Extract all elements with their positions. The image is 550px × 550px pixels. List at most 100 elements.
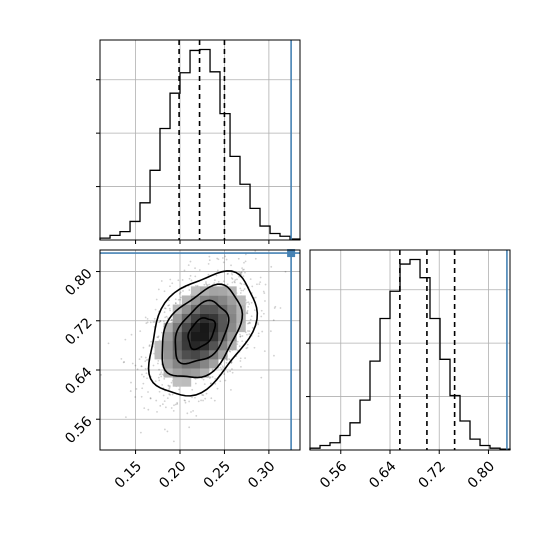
sample-point bbox=[167, 304, 170, 307]
sample-point bbox=[261, 330, 264, 333]
sample-point bbox=[206, 284, 209, 287]
sample-point bbox=[188, 277, 191, 280]
sample-point bbox=[245, 312, 248, 315]
sample-point bbox=[230, 277, 233, 279]
sample-point bbox=[244, 271, 246, 274]
density-cell bbox=[227, 304, 237, 314]
density-cell bbox=[227, 295, 237, 305]
sample-point bbox=[159, 320, 162, 323]
sample-point bbox=[178, 292, 181, 295]
joint-density-panel: 0.15 0.20 0.25 0.30 0.56 0.64 0.72 0.80 bbox=[62, 249, 301, 492]
sample-point bbox=[141, 373, 143, 376]
sample-point bbox=[153, 321, 156, 323]
sample-point bbox=[183, 399, 186, 402]
density-cell bbox=[190, 331, 201, 342]
sample-point bbox=[152, 321, 155, 323]
sample-point bbox=[179, 291, 182, 294]
sample-point bbox=[243, 261, 245, 264]
contour-level-1 bbox=[174, 299, 230, 365]
panel-frame bbox=[309, 249, 511, 451]
sample-point bbox=[213, 279, 216, 282]
density-cell bbox=[181, 295, 192, 305]
sample-point bbox=[211, 368, 214, 371]
sample-point bbox=[227, 272, 229, 275]
sample-point bbox=[166, 430, 169, 433]
sample-point bbox=[160, 371, 163, 374]
sample-point bbox=[248, 322, 250, 325]
sample-point bbox=[177, 298, 180, 301]
density-cell bbox=[200, 322, 210, 333]
histogram-step-1 bbox=[309, 258, 511, 450]
sample-point bbox=[246, 343, 249, 346]
sample-point bbox=[194, 377, 197, 380]
sample-point bbox=[250, 315, 253, 318]
sample-point bbox=[240, 271, 243, 274]
sample-point bbox=[259, 276, 262, 279]
sample-point bbox=[220, 368, 223, 370]
sample-point bbox=[248, 330, 251, 332]
sample-point bbox=[239, 333, 241, 336]
contour-level-0 bbox=[187, 317, 217, 351]
sample-point bbox=[139, 431, 142, 434]
sample-point bbox=[194, 284, 197, 287]
sample-point bbox=[240, 365, 242, 368]
sample-point bbox=[246, 346, 249, 349]
sample-point bbox=[244, 253, 247, 256]
sample-point bbox=[246, 333, 248, 336]
sample-point bbox=[239, 282, 242, 285]
sample-point bbox=[171, 282, 174, 285]
density-cell bbox=[154, 340, 164, 351]
density-cell bbox=[172, 377, 183, 387]
sample-point bbox=[168, 385, 170, 387]
sample-point bbox=[192, 409, 194, 412]
sample-point bbox=[247, 305, 250, 308]
sample-point bbox=[157, 362, 159, 365]
sample-point bbox=[140, 365, 143, 368]
sample-point bbox=[231, 278, 234, 280]
sample-point bbox=[174, 298, 177, 301]
sample-point bbox=[144, 316, 147, 319]
sample-point bbox=[236, 349, 239, 352]
sample-point bbox=[248, 303, 251, 305]
density-cell bbox=[200, 304, 210, 314]
sample-point bbox=[140, 356, 143, 358]
sample-point bbox=[163, 400, 166, 403]
sample-point bbox=[230, 264, 232, 267]
sample-point bbox=[160, 373, 162, 375]
sample-point bbox=[258, 283, 261, 286]
density-cell bbox=[163, 350, 174, 360]
sample-point bbox=[168, 304, 171, 307]
sample-point bbox=[230, 272, 233, 274]
sample-point bbox=[169, 278, 172, 281]
density-cell bbox=[209, 331, 219, 342]
x-tick-label-0: 0.56 bbox=[317, 458, 350, 491]
sample-point bbox=[171, 318, 173, 321]
sample-point bbox=[174, 302, 177, 305]
sample-point bbox=[135, 388, 138, 390]
sample-point bbox=[219, 366, 222, 369]
sample-point bbox=[225, 258, 228, 261]
density-cell bbox=[200, 340, 210, 351]
sample-point bbox=[225, 361, 228, 364]
sample-point bbox=[164, 307, 167, 310]
sample-point bbox=[251, 285, 254, 288]
sample-point bbox=[253, 309, 256, 312]
sample-point bbox=[236, 278, 238, 281]
sample-point bbox=[230, 362, 233, 364]
sample-point bbox=[194, 382, 197, 385]
density-cell bbox=[181, 350, 192, 360]
sample-point bbox=[145, 372, 148, 375]
density-cell bbox=[209, 286, 219, 296]
sample-point bbox=[167, 384, 170, 387]
sample-point bbox=[163, 377, 166, 380]
density-cell bbox=[181, 377, 192, 387]
sample-point bbox=[254, 257, 257, 260]
sample-point bbox=[107, 342, 110, 345]
x-tick-label-2: 0.25 bbox=[201, 458, 234, 491]
sample-point bbox=[122, 361, 125, 364]
sample-point bbox=[171, 393, 174, 396]
sample-point bbox=[197, 400, 200, 403]
density-cell bbox=[227, 313, 237, 324]
sample-point bbox=[157, 288, 160, 291]
sample-point bbox=[194, 267, 196, 270]
